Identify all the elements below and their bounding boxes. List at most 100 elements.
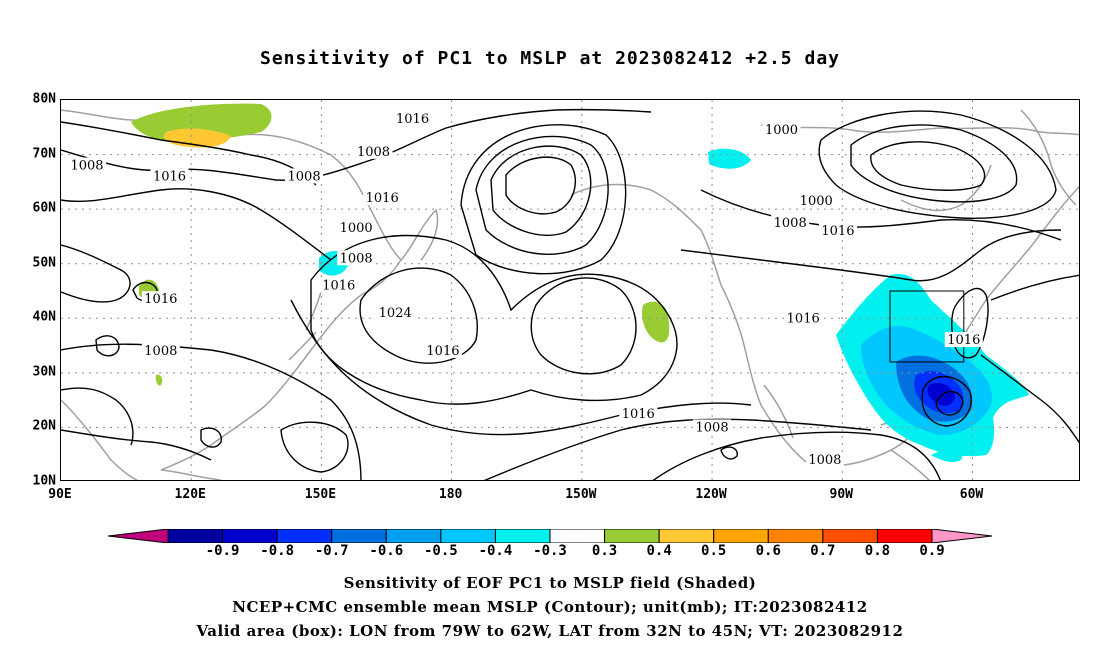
contour-label-background	[423, 343, 462, 359]
colorbar-cell	[222, 529, 278, 543]
longitude-label: 60W	[959, 487, 984, 502]
contour-label-background	[805, 452, 844, 468]
contour-label: 1016	[622, 407, 655, 422]
contour-label-background	[150, 168, 189, 184]
contour-north-america-1008	[700, 189, 1062, 241]
contour-label: 1024	[379, 306, 412, 321]
contour-label: 1016	[396, 112, 429, 127]
contour-label: 1016	[322, 279, 355, 294]
colorbar-tick-label: 0.8	[864, 543, 891, 559]
latitude-label: 20N	[32, 418, 56, 434]
colorbar-tick-label: 0.4	[646, 543, 672, 559]
colorbar-cell	[658, 529, 715, 543]
longitude-label: 90E	[48, 487, 72, 502]
contour-label-background	[393, 111, 432, 127]
colorbar-extend-right	[931, 529, 992, 543]
contour-1016-asia-north	[61, 188, 332, 261]
contour-label-background	[141, 343, 180, 359]
contour-atlantic-low-2	[921, 375, 972, 427]
contour-label-background	[797, 192, 836, 208]
coastline-east-asia	[160, 294, 362, 471]
colorbar-tick-label: -0.6	[369, 543, 404, 559]
contour-small-east-asia	[95, 335, 120, 357]
contour-china-low	[132, 281, 158, 302]
contour-label-background	[944, 332, 983, 348]
contour-label-background	[285, 168, 324, 184]
longitude-label: 120W	[695, 487, 727, 502]
coastline-baja	[763, 384, 794, 439]
map-title: Sensitivity of PC1 to MSLP at 2023082412…	[259, 48, 840, 69]
colorbar-cell	[767, 529, 824, 543]
colorbar-tick-label: -0.3	[533, 543, 567, 559]
contour-label: 1000	[800, 194, 833, 209]
latitude-label: 70N	[32, 146, 56, 162]
caption-line-1: Sensitivity of EOF PC1 to MSLP field (Sh…	[343, 574, 757, 592]
contour-label: 1016	[787, 311, 820, 326]
coastline-southeast-asia	[61, 399, 139, 480]
colorbar-tick-label: 0.7	[810, 543, 836, 559]
contour-label-background	[363, 190, 402, 206]
contour-pacific-high-inner-1	[359, 267, 478, 364]
mslp-contours	[61, 108, 1079, 480]
coastline-central-america	[890, 449, 931, 480]
colorbar-cell	[494, 529, 551, 543]
contour-label: 1016	[153, 169, 186, 184]
contour-1016-tropics	[61, 343, 362, 480]
contour-low-bering-4	[460, 124, 627, 275]
coastline-north-america-east	[948, 185, 1079, 359]
contour-label: 1008	[808, 453, 841, 468]
colorbar-tick-label: 0.6	[755, 543, 781, 559]
contour-label-background	[337, 220, 376, 236]
contour-label-background	[354, 143, 393, 159]
map-plot-area: 1016 1008 1000 1008 1016 1008 1016 1000 1008 1000…	[60, 99, 1080, 481]
contour-low-east-siberia	[61, 244, 131, 303]
contour-label: 1000	[765, 123, 798, 138]
coastline-kamchatka	[400, 208, 439, 261]
longitude-label: 150W	[565, 487, 597, 502]
colorbar-cell	[604, 529, 660, 543]
contour-1016-south-pacific	[483, 418, 872, 480]
longitude-label: 150E	[304, 487, 337, 502]
latitude-label: 30N	[32, 364, 56, 380]
contour-label: 1008	[774, 216, 807, 231]
caption-line-3: Valid area (box): LON from 79W to 62W, L…	[196, 622, 904, 640]
contour-label: 1008	[696, 420, 729, 435]
contour-label: 1008	[144, 344, 177, 359]
colorbar-tick-label: 0.9	[919, 543, 945, 559]
shade-negative-atlantic-peak	[927, 383, 955, 406]
contour-1008-south-pacific	[652, 431, 941, 480]
contour-label: 1016	[947, 333, 980, 348]
colorbar-cell	[167, 529, 224, 543]
latitude-label: 50N	[32, 255, 56, 271]
colorbar	[108, 529, 992, 543]
contour-label-background	[319, 277, 358, 293]
contour-label-background	[762, 122, 801, 138]
contour-1016-arctic	[61, 121, 317, 186]
coastline-alaska	[570, 183, 722, 286]
contour-east-atlantic-1016	[980, 354, 1079, 444]
contour-north-america-low-3	[870, 141, 986, 191]
longitude-label: 180	[438, 487, 463, 502]
contour-pacific-high-outer	[310, 234, 678, 405]
colorbar-tick-label: -0.7	[314, 543, 349, 559]
graticule	[61, 100, 1079, 480]
contour-label-background	[771, 214, 810, 230]
shade-positive-south-china	[155, 374, 163, 386]
colorbar-tick-label: 0.5	[701, 543, 727, 559]
latitude-label: 80N	[32, 91, 56, 107]
contour-atlantic-high	[951, 287, 989, 359]
contour-1008-south-asia	[61, 429, 212, 461]
colorbar-cell	[440, 529, 496, 543]
contour-label-background	[141, 291, 180, 307]
contour-label-background	[376, 304, 415, 320]
contour-low-bering-3	[475, 135, 609, 256]
shade-negative-bering	[708, 148, 751, 169]
coastline-japan	[288, 284, 324, 361]
coastline-indonesia	[160, 469, 222, 480]
contour-label-background	[784, 310, 823, 326]
colorbar-cell	[385, 529, 442, 543]
caption-line-2: NCEP+CMC ensemble mean MSLP (Contour); u…	[232, 598, 868, 616]
contour-label-background	[68, 157, 107, 173]
colorbar-cell	[331, 529, 387, 543]
contour-1016-west-pacific	[290, 299, 752, 436]
